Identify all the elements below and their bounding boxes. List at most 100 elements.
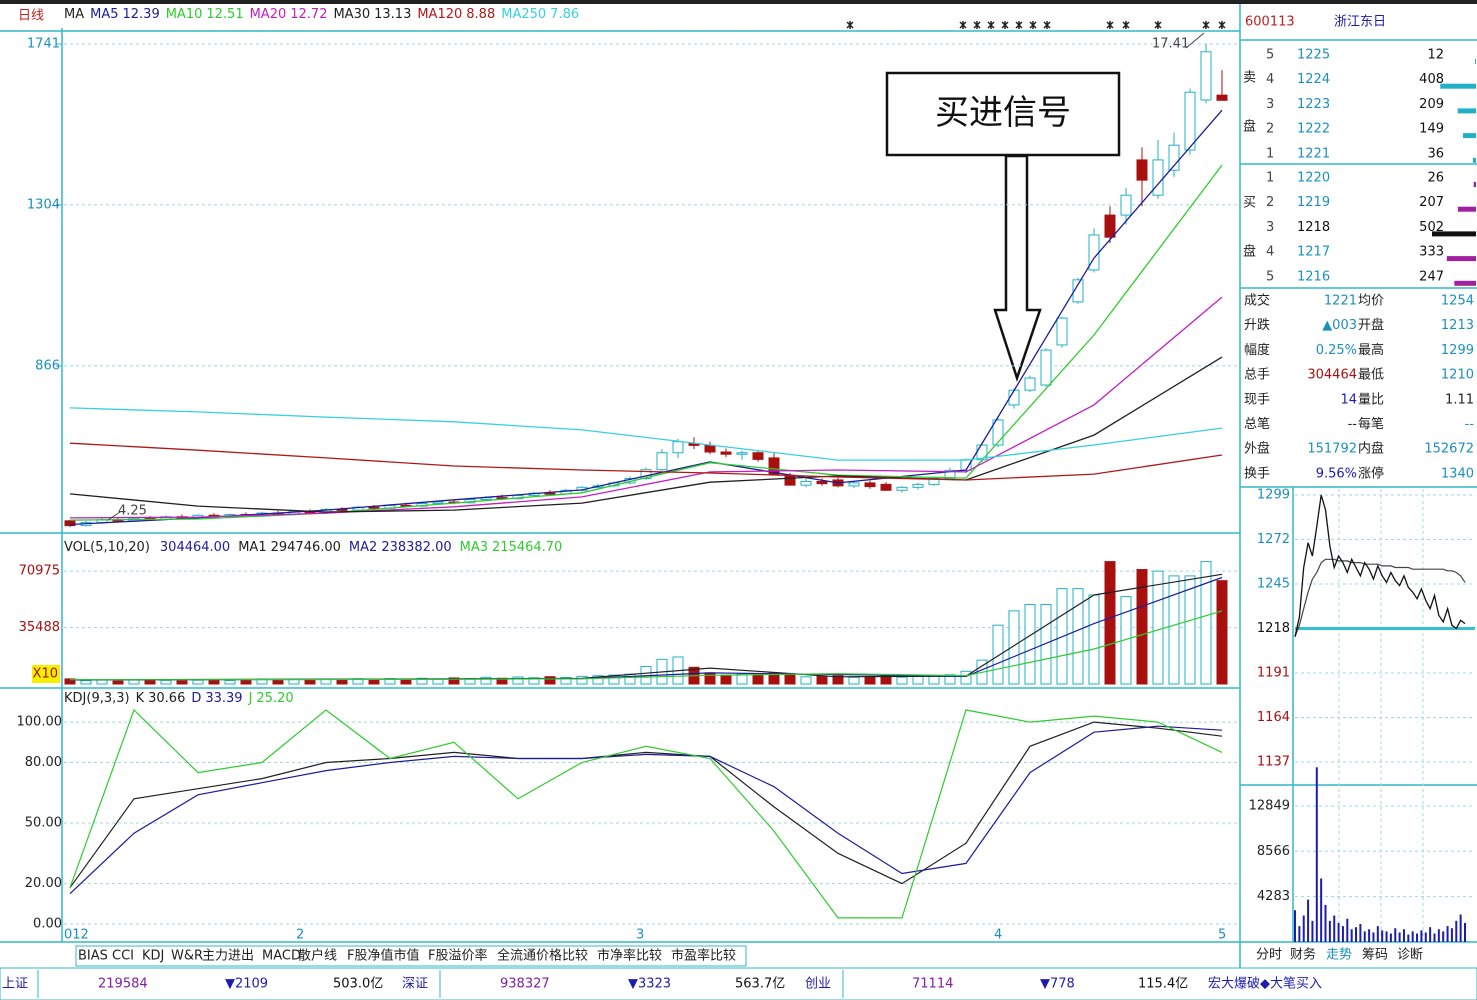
stat-value: 151792 — [1307, 442, 1357, 457]
book-volume-bar — [1454, 280, 1476, 286]
volume-bar — [512, 676, 524, 685]
view-tab[interactable]: 走势 — [1326, 947, 1352, 963]
status-item: 115.4亿 — [1138, 977, 1188, 992]
indicator-tab[interactable]: 散户线 — [298, 948, 337, 964]
volume-bar — [592, 675, 604, 685]
status-item: 创业 — [805, 977, 831, 992]
indicator-tab[interactable]: 市净率比较 — [597, 948, 662, 964]
y-tick-label: 8566 — [1257, 844, 1290, 859]
indicator-tab[interactable]: F股净值市值 — [347, 948, 419, 964]
book-level: 1 — [1266, 146, 1274, 161]
legend-value: 238382.00 — [381, 540, 451, 555]
side-label: 卖 — [1243, 71, 1256, 86]
candle-body — [736, 452, 748, 455]
candle-body — [1024, 377, 1036, 391]
book-level: 5 — [1266, 48, 1274, 63]
stat-label: 最高 — [1358, 342, 1384, 358]
volume-bar — [240, 679, 252, 685]
volume-bar — [560, 676, 572, 685]
book-volume: 149 — [1419, 122, 1444, 137]
stat-value: 152672 — [1424, 442, 1474, 457]
indicator-tab[interactable]: BIAS — [78, 949, 108, 964]
stock-code: 600113 — [1245, 15, 1295, 30]
stat-label: 涨停 — [1358, 465, 1384, 481]
y-tick-label: 1245 — [1257, 577, 1290, 592]
indicator-tab[interactable]: 全流通价格比较 — [497, 948, 588, 964]
book-volume-bar — [1440, 83, 1476, 89]
volume-bar — [112, 680, 124, 685]
view-tab[interactable]: 筹码 — [1362, 947, 1388, 963]
stat-label: 成交 — [1244, 293, 1270, 309]
y-tick-label: 1741 — [27, 37, 60, 52]
legend-prefix: MA — [64, 7, 84, 22]
legend-name: MA120 — [417, 7, 462, 22]
volume-bar — [720, 674, 732, 685]
y-tick-label: 1272 — [1257, 532, 1290, 547]
label-pointer — [107, 511, 121, 521]
side-label: 盘 — [1243, 119, 1256, 135]
y-tick-label: 1164 — [1257, 710, 1290, 725]
signal-label: 买进信号 — [935, 93, 1071, 133]
status-item: 503.0亿 — [333, 977, 383, 992]
status-item: 71114 — [912, 977, 953, 992]
stat-value: 1340 — [1441, 466, 1474, 481]
stat-label: 现手 — [1244, 392, 1270, 407]
volume-bar — [80, 680, 92, 685]
view-tab[interactable]: 诊断 — [1397, 948, 1423, 963]
indicator-tab[interactable]: W&R — [171, 949, 203, 964]
candle-body — [1072, 279, 1084, 303]
legend-value: 13.13 — [374, 7, 411, 22]
indicator-tab[interactable]: CCI — [112, 949, 134, 964]
vol-legend: VOL(5,10,20) 304464.00 MA1 294746.00 MA2 2383… — [64, 540, 562, 555]
event-marker — [1001, 21, 1009, 29]
indicator-tab[interactable]: MACD — [262, 949, 301, 964]
view-tab[interactable]: 分时 — [1256, 948, 1282, 963]
legend-value: 294746.00 — [271, 540, 341, 555]
volume-bar — [416, 677, 428, 685]
volume-bar — [1168, 575, 1180, 685]
legend-value: 12.72 — [290, 7, 327, 22]
candle-body — [1136, 159, 1148, 181]
candle-body — [752, 452, 764, 460]
volume-bar — [912, 676, 924, 685]
book-price: 1225 — [1297, 48, 1330, 63]
candle-body — [672, 441, 684, 454]
indicator-tab[interactable]: F股溢价率 — [428, 948, 487, 964]
book-volume: 12 — [1427, 48, 1444, 63]
candle-body — [1200, 51, 1212, 101]
candle-body — [1168, 144, 1180, 171]
event-marker — [1154, 21, 1162, 29]
volume-bar — [192, 679, 204, 685]
legend-value: 304464.00 — [160, 540, 230, 555]
event-marker — [1106, 21, 1114, 29]
indicator-tab[interactable]: 主力进出 — [202, 949, 254, 964]
volume-bar — [800, 676, 812, 685]
volume-bar — [544, 676, 556, 685]
status-bar — [0, 967, 1477, 1000]
book-volume-bar — [1462, 133, 1476, 139]
top-strip — [0, 0, 1477, 4]
indicator-tab[interactable]: KDJ — [142, 949, 164, 964]
y-tick-label: 1218 — [1257, 621, 1290, 636]
book-volume: 36 — [1427, 146, 1444, 161]
indicator-tab[interactable]: 市盈率比较 — [671, 948, 736, 964]
status-item: 219584 — [98, 977, 148, 992]
candle-body — [656, 452, 668, 471]
candle-body — [640, 469, 652, 479]
candle-body — [1056, 317, 1068, 346]
volume-bar — [864, 676, 876, 685]
average-line — [1294, 558, 1466, 637]
candle-body — [944, 469, 956, 479]
stat-value: 14 — [1340, 392, 1357, 407]
volume-bar — [1008, 610, 1020, 685]
volume-bar — [928, 675, 940, 685]
view-tab[interactable]: 财务 — [1290, 947, 1316, 963]
book-level: 3 — [1266, 97, 1274, 112]
event-marker — [973, 21, 981, 29]
legend-value: 7.86 — [550, 7, 579, 22]
ma-line — [69, 356, 1223, 513]
legend-name: K — [136, 691, 145, 706]
side-label: 买 — [1243, 196, 1256, 211]
ma-legend: MA MA5 12.39 MA10 12.51 MA20 12.72 MA30 13.13 MA1… — [64, 7, 579, 22]
stat-value: 1213 — [1441, 318, 1474, 333]
